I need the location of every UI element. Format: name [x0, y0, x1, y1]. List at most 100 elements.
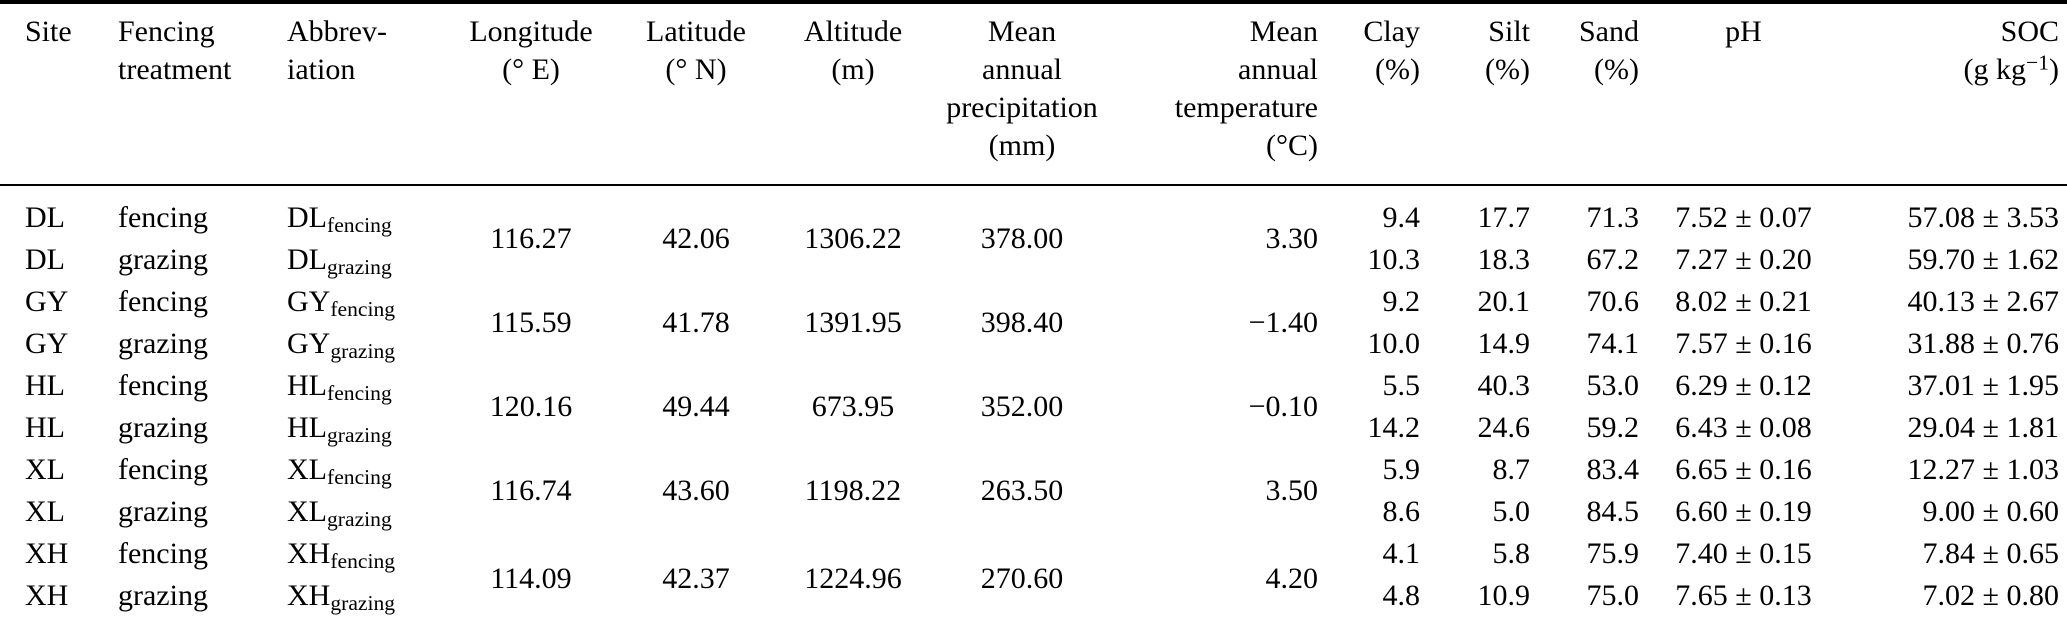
- abbr-base: XH: [287, 579, 331, 612]
- cell-sand: 59.2: [1586, 411, 1640, 444]
- cell-longitude: 116.74: [490, 474, 572, 507]
- abbr-base: GY: [287, 327, 331, 360]
- cell-clay: 8.6: [1382, 495, 1421, 528]
- col-header-latitude: Latitude (° N): [607, 2, 785, 186]
- cell-soc: 37.01 ± 1.95: [1907, 369, 2059, 402]
- cell-temperature: 3.30: [1265, 222, 1319, 255]
- col-header-site: Site: [0, 2, 110, 186]
- table-header: Site Fencing treatment Abbrev- iation Lo…: [0, 2, 2067, 186]
- cell-silt: 14.9: [1477, 327, 1531, 360]
- col-header-silt: Silt (%): [1430, 2, 1540, 186]
- cell-abbreviation: HLfencing: [240, 365, 455, 407]
- cell-treatment: grazing: [118, 495, 208, 528]
- cell-longitude: 114.09: [490, 561, 572, 595]
- cell-site: DL: [25, 201, 65, 234]
- abbr-subscript: grazing: [327, 422, 392, 447]
- cell-abbreviation: XLfencing: [240, 449, 455, 491]
- cell-silt: 20.1: [1477, 285, 1531, 318]
- cell-site: XH: [25, 537, 69, 570]
- soc-unit-exponent: −1: [2026, 50, 2049, 75]
- cell-soc: 40.13 ± 2.67: [1907, 285, 2059, 318]
- cell-longitude: 120.16: [489, 390, 573, 423]
- cell-abbreviation: GYgrazing: [240, 323, 455, 365]
- cell-soc: 7.84 ± 0.65: [1922, 537, 2059, 570]
- cell-ph: 6.43 ± 0.08: [1675, 411, 1812, 444]
- cell-ph: 7.57 ± 0.16: [1675, 327, 1812, 360]
- cell-sand: 84.5: [1586, 495, 1640, 528]
- cell-altitude: 1391.95: [804, 306, 902, 339]
- col-header-temperature: Mean annual temperature (°C): [1123, 2, 1328, 186]
- cell-treatment: fencing: [118, 369, 208, 402]
- cell-abbreviation: GYfencing: [240, 281, 455, 323]
- cell-clay: 14.2: [1367, 411, 1421, 444]
- cell-clay: 4.1: [1382, 537, 1421, 570]
- col-header-ph: pH: [1649, 2, 1838, 186]
- cell-clay: 9.2: [1382, 285, 1421, 318]
- cell-latitude: 41.78: [662, 306, 730, 339]
- cell-latitude: 49.44: [662, 390, 730, 423]
- cell-soc: 59.70 ± 1.62: [1907, 243, 2059, 276]
- cell-ph: 7.40 ± 0.15: [1675, 537, 1812, 570]
- col-header-soc: SOC (g kg−1): [1838, 2, 2067, 186]
- cell-longitude: 115.59: [490, 306, 572, 339]
- cell-site: HL: [25, 411, 65, 444]
- cell-silt: 40.3: [1477, 369, 1531, 402]
- cell-site: XH: [25, 579, 69, 612]
- col-header-altitude: Altitude (m): [785, 2, 921, 186]
- cell-soc: 57.08 ± 3.53: [1907, 201, 2059, 234]
- cell-clay: 5.9: [1382, 453, 1421, 486]
- abbr-base: HL: [287, 369, 327, 402]
- abbr-base: DL: [287, 243, 327, 276]
- cell-sand: 83.4: [1586, 453, 1640, 486]
- cell-precipitation: 378.00: [980, 222, 1064, 255]
- cell-soc: 12.27 ± 1.03: [1907, 453, 2059, 486]
- cell-precipitation: 398.40: [980, 306, 1064, 339]
- cell-soc: 7.02 ± 0.80: [1922, 579, 2059, 612]
- table-row: DL grazing DLgrazing 10.3 18.3 67.2 7.27…: [0, 239, 2067, 281]
- cell-sand: 71.3: [1586, 201, 1640, 234]
- cell-ph: 7.65 ± 0.13: [1675, 579, 1812, 612]
- col-header-longitude: Longitude (° E): [455, 2, 607, 186]
- cell-ph: 6.29 ± 0.12: [1675, 369, 1812, 402]
- cell-abbreviation: XLgrazing: [240, 491, 455, 533]
- abbr-subscript: grazing: [330, 590, 396, 615]
- cell-ph: 8.02 ± 0.21: [1675, 285, 1812, 318]
- cell-abbreviation: HLgrazing: [240, 407, 455, 449]
- table-row: HL grazing HLgrazing 14.2 24.6 59.2 6.43…: [0, 407, 2067, 449]
- cell-sand: 74.1: [1586, 327, 1640, 360]
- cell-temperature: 4.20: [1265, 561, 1319, 595]
- abbr-base: XL: [287, 495, 327, 528]
- cell-clay: 4.8: [1382, 579, 1421, 612]
- abbr-subscript: fencing: [327, 464, 392, 489]
- cell-latitude: 43.60: [662, 474, 730, 507]
- abbr-subscript: grazing: [327, 506, 392, 531]
- cell-site: XL: [25, 453, 65, 486]
- cell-site: GY: [25, 327, 69, 360]
- table-row: XH fencing XHfencing 114.09 42.37 1224.9…: [0, 533, 2067, 595]
- cell-treatment: fencing: [118, 285, 208, 318]
- cell-soc: 29.04 ± 1.81: [1907, 411, 2059, 444]
- cell-ph: 6.65 ± 0.16: [1675, 453, 1812, 486]
- cell-ph: 6.60 ± 0.19: [1675, 495, 1812, 528]
- abbr-base: DL: [287, 201, 327, 234]
- cell-abbreviation: XHgrazing: [240, 575, 455, 620]
- cell-precipitation: 270.60: [980, 561, 1064, 595]
- cell-abbreviation: DLfencing: [240, 185, 455, 239]
- cell-silt: 5.8: [1492, 537, 1531, 570]
- cell-clay: 10.3: [1367, 243, 1421, 276]
- cell-temperature: −0.10: [1248, 390, 1318, 423]
- col-header-abbreviation: Abbrev- iation: [240, 2, 455, 186]
- abbr-subscript: grazing: [327, 254, 392, 279]
- cell-site: DL: [25, 243, 65, 276]
- abbr-subscript: grazing: [330, 338, 396, 363]
- col-header-clay: Clay (%): [1328, 2, 1430, 186]
- cell-sand: 75.0: [1586, 579, 1640, 612]
- cell-abbreviation: XHfencing: [240, 533, 455, 575]
- cell-silt: 18.3: [1477, 243, 1531, 276]
- cell-treatment: grazing: [118, 411, 208, 444]
- cell-ph: 7.27 ± 0.20: [1675, 243, 1812, 276]
- cell-temperature: 3.50: [1265, 474, 1319, 507]
- table-row: XL grazing XLgrazing 8.6 5.0 84.5 6.60 ±…: [0, 491, 2067, 533]
- table-row: XH grazing XHgrazing 4.8 10.9 75.0 7.65 …: [0, 575, 2067, 620]
